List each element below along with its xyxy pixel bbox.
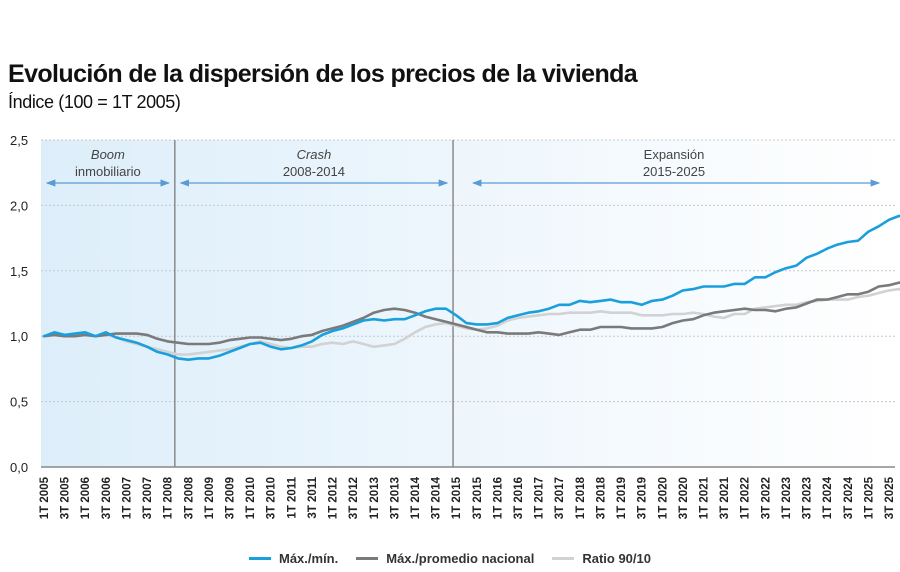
x-tick-label: 1T 2017 [534, 477, 546, 519]
series-line-maxmin [42, 214, 900, 362]
x-tick-label: 1T 2011 [286, 476, 298, 518]
legend-swatch-maxmin [249, 557, 271, 560]
x-tick-label: 3T 2019 [637, 477, 649, 519]
legend-swatch-ratio [552, 557, 575, 560]
x-tick-label: 3T 2007 [142, 477, 154, 519]
series-lines [42, 214, 900, 362]
x-tick-label: 1T 2021 [699, 476, 711, 519]
x-tick-label: 1T 2005 [39, 476, 51, 519]
x-tick-label: 3T 2010 [266, 477, 278, 519]
legend-label-ratio: Ratio 90/10 [582, 551, 651, 566]
x-tick-label: 1T 2016 [492, 477, 504, 519]
x-tick-label: 1T 2022 [740, 477, 752, 519]
chart-title: Evolución de la dispersión de los precio… [8, 60, 638, 88]
legend-item-maxavg: Máx./promedio nacional [356, 551, 534, 566]
x-axis: 1T 2005 3T 2005 1T 2006 3T 2006 1T 2007 3T 20… [39, 476, 896, 519]
x-tick-label: 3T 2006 [101, 477, 113, 519]
period-subtitle: 2015-2025 [643, 164, 705, 179]
period-title: Expansión [644, 147, 705, 162]
legend-item-ratio: Ratio 90/10 [552, 551, 651, 566]
x-tick-label: 1T 2007 [121, 477, 133, 519]
legend-label-maxmin: Máx./mín. [279, 551, 339, 566]
x-tick-label: 3T 2022 [760, 477, 772, 519]
x-tick-label: 3T 2012 [348, 477, 360, 519]
legend: Máx./mín. Máx./promedio nacional Ratio 9… [0, 551, 900, 566]
x-tick-label: 1T 2023 [781, 477, 793, 519]
x-tick-label: 3T 2018 [595, 476, 607, 519]
x-tick-label: 3T 2025 [884, 476, 896, 519]
x-tick-label: 3T 2023 [802, 477, 814, 519]
x-tick-label: 3T 2021 [719, 476, 731, 519]
x-tick-label: 1T 2019 [616, 477, 628, 519]
x-tick-label: 1T 2012 [328, 477, 340, 519]
x-tick-label: 3T 2016 [513, 477, 525, 519]
period-subtitle: 2008-2014 [283, 164, 345, 179]
x-tick-label: 1T 2018 [575, 476, 587, 519]
period-title: Boom [91, 147, 125, 162]
y-tick-label: 1,0 [10, 329, 28, 344]
x-tick-label: 1T 2010 [245, 477, 257, 519]
x-tick-label: 3T 2005 [60, 476, 72, 519]
y-tick-label: 2,0 [10, 198, 28, 213]
x-tick-label: 3T 2017 [554, 477, 566, 519]
y-tick-label: 0,0 [10, 460, 28, 475]
x-tick-label: 1T 2008 [163, 476, 175, 519]
period-title: Crash [297, 147, 332, 162]
x-tick-label: 3T 2024 [843, 476, 855, 519]
x-tick-label: 1T 2006 [80, 477, 92, 519]
legend-item-maxmin: Máx./mín. [249, 551, 338, 566]
chart-subtitle: Índice (100 = 1T 2005) [8, 92, 181, 112]
x-tick-label: 3T 2020 [678, 477, 690, 519]
x-tick-label: 1T 2015 [451, 476, 463, 519]
y-tick-label: 1,5 [10, 264, 28, 279]
period-dividers [174, 140, 454, 467]
plot-background [41, 140, 895, 467]
y-tick-label: 0,5 [10, 395, 28, 410]
x-tick-label: 3T 2013 [389, 477, 401, 519]
y-axis: 0,0 0,5 1,0 1,5 2,0 2,5 [10, 133, 895, 475]
x-tick-label: 3T 2014 [431, 476, 443, 519]
legend-label-maxavg: Máx./promedio nacional [386, 551, 535, 566]
x-tick-label: 1T 2009 [204, 477, 216, 519]
x-tick-label: 1T 2024 [822, 476, 834, 519]
x-tick-label: 1T 2020 [657, 477, 669, 519]
x-tick-label: 1T 2025 [863, 476, 875, 519]
x-tick-label: 1T 2013 [369, 477, 381, 519]
y-tick-label: 2,5 [10, 133, 28, 148]
x-tick-label: 3T 2009 [224, 477, 236, 519]
period-subtitle: inmobiliario [75, 164, 141, 179]
x-tick-label: 3T 2011 [307, 476, 319, 518]
legend-swatch-maxavg [356, 557, 379, 560]
x-tick-label: 3T 2015 [472, 476, 484, 519]
x-tick-label: 1T 2014 [410, 476, 422, 519]
series-line-maxavg [42, 281, 900, 346]
period-annotations: Boom inmobiliario Crash 2008-2014 Expansión 2… [45, 147, 881, 187]
x-tick-label: 3T 2008 [183, 476, 195, 519]
